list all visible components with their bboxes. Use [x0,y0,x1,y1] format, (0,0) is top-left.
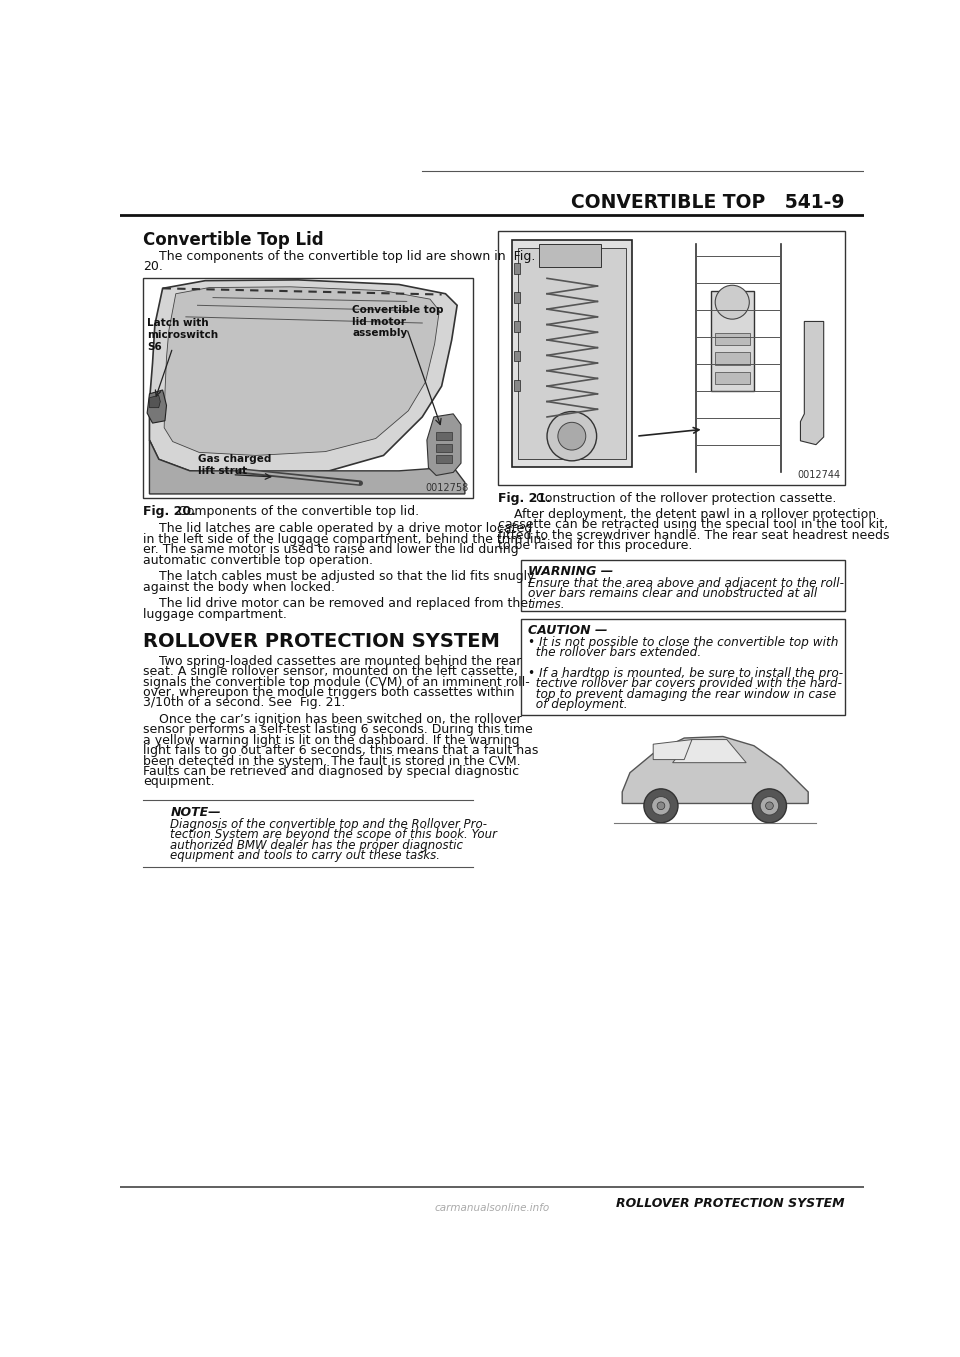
Bar [498,231,845,484]
Text: 3/10th of a second. See  Fig. 21.: 3/10th of a second. See Fig. 21. [143,696,346,710]
Polygon shape [673,740,746,763]
Text: cassette can be retracted using the special tool in the tool kit,: cassette can be retracted using the spec… [498,518,888,531]
Polygon shape [150,280,457,475]
Text: CAUTION —: CAUTION — [528,624,607,636]
Text: seat. A single rollover sensor, mounted on the left cassette,: seat. A single rollover sensor, mounted … [143,665,518,678]
Text: Gas charged
lift strut: Gas charged lift strut [198,453,271,475]
Bar [436,456,452,463]
Bar [521,619,845,715]
Text: The lid drive motor can be removed and replaced from the: The lid drive motor can be removed and r… [143,597,528,611]
Bar [514,292,520,303]
Bar [436,444,452,452]
Text: over, whereupon the module triggers both cassettes within: over, whereupon the module triggers both… [143,687,515,699]
Text: times.: times. [528,597,565,611]
Text: ROLLOVER PROTECTION SYSTEM: ROLLOVER PROTECTION SYSTEM [616,1197,845,1210]
Text: authorized BMW dealer has the proper diagnostic: authorized BMW dealer has the proper dia… [170,839,464,851]
Text: The latch cables must be adjusted so that the lid fits snugly: The latch cables must be adjusted so tha… [143,570,535,584]
Bar [143,278,472,498]
Text: top to prevent damaging the rear window in case: top to prevent damaging the rear window … [528,688,836,700]
Bar [518,247,626,459]
Text: Convertible Top Lid: Convertible Top Lid [143,231,324,248]
Text: luggage compartment.: luggage compartment. [143,608,287,620]
Bar [514,380,520,391]
Text: er. The same motor is used to raise and lower the lid during: er. The same motor is used to raise and … [143,543,518,556]
Bar [514,322,520,332]
Text: 0012744: 0012744 [798,470,841,480]
Text: CONVERTIBLE TOP   541-9: CONVERTIBLE TOP 541-9 [571,194,845,213]
Bar [436,433,452,440]
Polygon shape [622,737,808,803]
Text: been detected in the system. The fault is stored in the CVM.: been detected in the system. The fault i… [143,754,521,768]
Text: Diagnosis of the convertible top and the Rollover Pro-: Diagnosis of the convertible top and the… [170,818,488,830]
Text: NOTE—: NOTE— [170,806,221,818]
Polygon shape [164,286,440,456]
Text: Construction of the rollover protection cassette.: Construction of the rollover protection … [528,493,836,505]
Text: Convertible top
lid motor
assembly: Convertible top lid motor assembly [352,305,444,338]
Text: the rollover bars extended.: the rollover bars extended. [528,646,701,660]
Polygon shape [801,322,824,445]
Circle shape [760,797,779,816]
Text: tective rollover bar covers provided with the hard-: tective rollover bar covers provided wit… [528,677,842,691]
Text: light fails to go out after 6 seconds, this means that a fault has: light fails to go out after 6 seconds, t… [143,744,539,757]
Circle shape [753,788,786,822]
Polygon shape [150,395,160,407]
Text: a yellow warning light is lit on the dashboard. If the warning: a yellow warning light is lit on the das… [143,734,519,746]
Circle shape [652,797,670,816]
Polygon shape [147,389,166,423]
Text: Fig. 20.: Fig. 20. [143,506,201,518]
Polygon shape [653,740,692,760]
Text: 0012758: 0012758 [425,483,468,493]
Text: The components of the convertible top lid are shown in  Fig.: The components of the convertible top li… [143,250,536,263]
Circle shape [765,802,774,810]
Text: Components of the convertible top lid.: Components of the convertible top lid. [179,506,420,518]
Text: Latch with
microswitch
S6: Latch with microswitch S6 [147,319,218,351]
Text: tection System are beyond the scope of this book. Your: tection System are beyond the scope of t… [170,828,497,841]
Text: fitted to the screwdriver handle. The rear seat headrest needs: fitted to the screwdriver handle. The re… [498,529,890,541]
Text: 20.: 20. [143,261,163,273]
Bar [514,263,520,274]
Text: The lid latches are cable operated by a drive motor located: The lid latches are cable operated by a … [143,522,533,536]
Text: against the body when locked.: against the body when locked. [143,581,335,593]
Bar [521,560,845,612]
Circle shape [547,411,596,461]
Bar [715,353,750,365]
Text: to be raised for this procedure.: to be raised for this procedure. [498,539,692,552]
Text: After deployment, the detent pawl in a rollover protection: After deployment, the detent pawl in a r… [498,508,876,521]
Text: sensor performs a self-test lasting 6 seconds. During this time: sensor performs a self-test lasting 6 se… [143,723,533,737]
Text: carmanualsonline.info: carmanualsonline.info [434,1204,550,1213]
Text: Fig. 21.: Fig. 21. [498,493,551,505]
Text: Once the car’s ignition has been switched on, the rollover: Once the car’s ignition has been switche… [143,712,522,726]
Text: WARNING —: WARNING — [528,565,612,578]
Bar [514,350,520,361]
Circle shape [644,788,678,822]
Polygon shape [150,440,465,494]
Text: Ensure that the area above and adjacent to the roll-: Ensure that the area above and adjacent … [528,577,844,590]
Circle shape [558,422,586,451]
Bar [715,372,750,384]
Bar [512,240,633,467]
Bar [711,290,754,391]
Circle shape [657,802,665,810]
Text: ROLLOVER PROTECTION SYSTEM: ROLLOVER PROTECTION SYSTEM [143,632,500,651]
Text: • If a hardtop is mounted, be sure to install the pro-: • If a hardtop is mounted, be sure to in… [528,666,843,680]
Text: equipment.: equipment. [143,775,215,788]
Text: Faults can be retrieved and diagnosed by special diagnostic: Faults can be retrieved and diagnosed by… [143,765,519,778]
Polygon shape [427,414,461,475]
Text: of deployment.: of deployment. [528,697,627,711]
Circle shape [715,285,750,319]
Text: over bars remains clear and unobstructed at all: over bars remains clear and unobstructed… [528,588,817,600]
Bar [540,244,601,267]
Text: signals the convertible top module (CVM) of an imminent roll-: signals the convertible top module (CVM)… [143,676,530,688]
Text: in the left side of the luggage compartment, behind the trim lin-: in the left side of the luggage compartm… [143,533,546,546]
Bar [715,332,750,345]
Text: • It is not possible to close the convertible top with: • It is not possible to close the conver… [528,635,838,649]
Text: equipment and tools to carry out these tasks.: equipment and tools to carry out these t… [170,849,441,862]
Text: Two spring-loaded cassettes are mounted behind the rear: Two spring-loaded cassettes are mounted … [143,655,521,668]
Text: automatic convertible top operation.: automatic convertible top operation. [143,554,373,567]
